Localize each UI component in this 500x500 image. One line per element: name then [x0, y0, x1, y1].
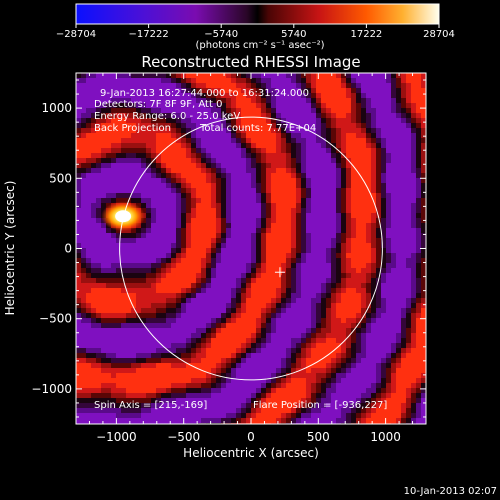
annotation-total-counts: Total counts: 7.77E+04	[199, 123, 316, 134]
spin-axis-marker	[274, 267, 285, 278]
x-tick-label: 500	[307, 430, 330, 444]
annotation-flare-position: Flare Position = [-936,227]	[253, 400, 387, 411]
y-tick-label: 0	[64, 242, 72, 256]
bright-source-core	[115, 210, 132, 223]
y-tick-label: 500	[49, 171, 72, 185]
annotation-time-range: 9-Jan-2013 16:27:44.000 to 16:31:24.000	[100, 88, 309, 99]
colorbar-units-label: (photons cm⁻² s⁻¹ asec⁻²)	[195, 40, 324, 51]
colorbar-ticks	[75, 24, 440, 28]
x-tick-label: 0	[247, 430, 255, 444]
annotation-spin-axis: Spin Axis = [215,-169]	[94, 400, 207, 411]
x-axis-ticks: −1000 −500 0 500 1000	[88, 73, 414, 444]
x-axis-label: Heliocentric X (arcsec)	[183, 446, 319, 460]
y-axis-ticks: −1000 −500 0 500 1000	[31, 79, 426, 418]
chart-title: Reconstructed RHESSI Image	[141, 53, 360, 71]
colorbar-tick-label: −17222	[129, 29, 169, 40]
colorbar-tick-label: 5740	[281, 29, 306, 40]
heatmap-image	[76, 73, 426, 424]
colorbar-tick-label: 17222	[350, 29, 382, 40]
solar-limb-circle	[119, 116, 383, 381]
y-axis-label: Heliocentric Y (arcsec)	[3, 181, 17, 316]
y-tick-label: −1000	[31, 382, 72, 396]
x-tick-label: −1000	[96, 430, 137, 444]
y-tick-label: −500	[39, 312, 72, 326]
y-tick-label: 1000	[41, 101, 72, 115]
colorbar-tick-label: −5740	[204, 29, 238, 40]
x-tick-label: −500	[167, 430, 200, 444]
colorbar	[75, 3, 440, 25]
colorbar-tick-label: −28704	[56, 29, 96, 40]
colorbar-tick-label: 28704	[423, 29, 455, 40]
annotation-energy-range: Energy Range: 6.0 - 25.0 keV	[94, 111, 240, 122]
annotation-detectors: Detectors: 7F 8F 9F, Att 0	[94, 99, 222, 110]
annotation-method: Back Projection	[94, 123, 171, 134]
colorbar-tick-labels: −28704 −17222 −5740 5740 17222 28704	[56, 29, 455, 40]
timestamp: 10-Jan-2013 02:07	[404, 486, 497, 497]
x-tick-label: 1000	[370, 430, 401, 444]
